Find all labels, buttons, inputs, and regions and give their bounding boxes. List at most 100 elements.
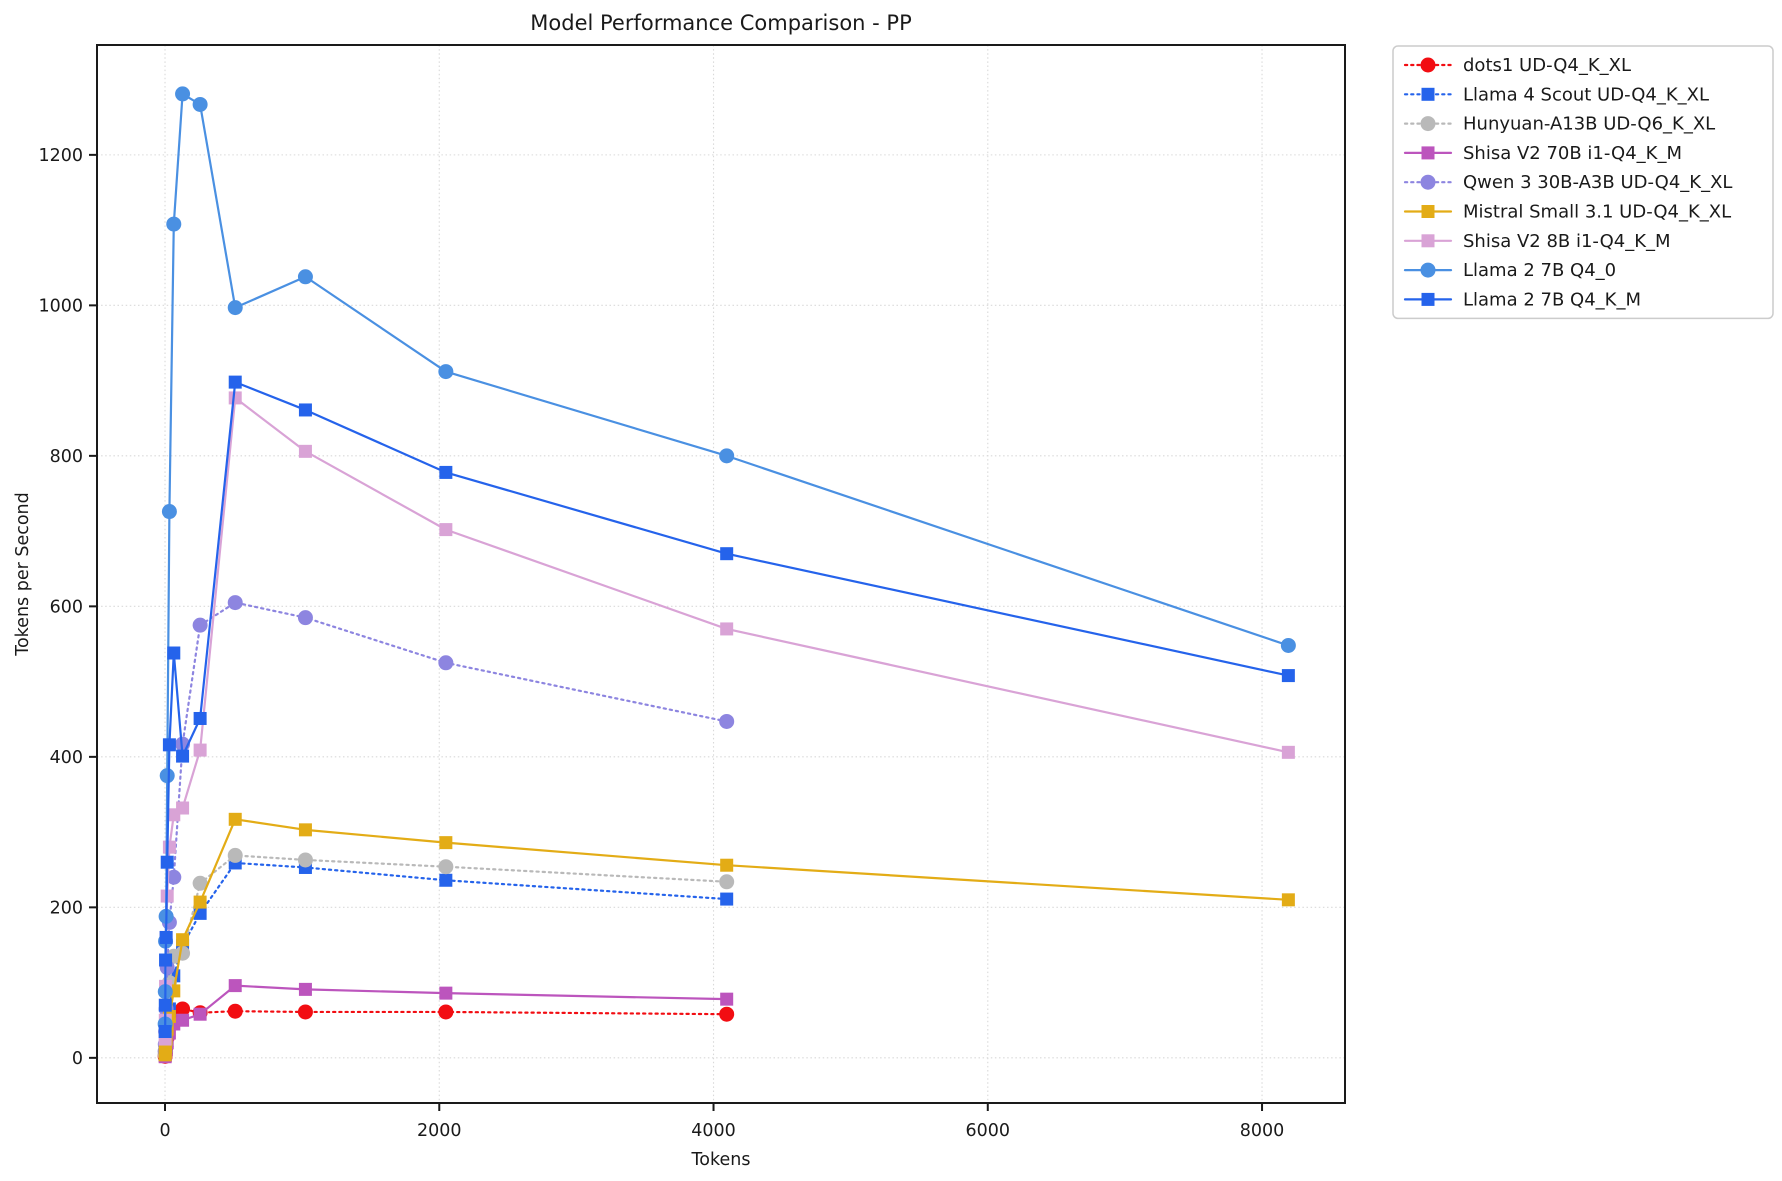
legend-item: Shisa V2 8B i1-Q4_K_M: [1403, 231, 1671, 252]
data-point: [719, 1006, 735, 1022]
data-point: [193, 895, 207, 909]
legend-item: Mistral Small 3.1 UD-Q4_K_XL: [1403, 202, 1731, 223]
data-point: [439, 873, 453, 887]
data-point: [192, 617, 208, 633]
legend-label: Qwen 3 30B-A3B UD-Q4_K_XL: [1463, 172, 1732, 193]
y-tick-label: 1000: [38, 296, 83, 316]
y-axis-label: Tokens per Second: [13, 492, 33, 657]
data-point: [175, 945, 191, 961]
legend-item: Shisa V2 70B i1-Q4_K_M: [1403, 143, 1682, 164]
data-point: [193, 743, 207, 757]
legend-item: Llama 2 7B Q4_K_M: [1403, 289, 1641, 310]
data-point: [228, 375, 242, 389]
plot-border: [96, 44, 1346, 1104]
data-point: [176, 749, 190, 763]
legend-item: Hunyuan-A13B UD-Q6_K_XL: [1403, 114, 1715, 135]
data-point: [298, 823, 312, 837]
legend-sample-marker: [1421, 234, 1435, 248]
data-point: [228, 812, 242, 826]
data-point: [298, 982, 312, 996]
legend-label: Shisa V2 8B i1-Q4_K_M: [1463, 231, 1671, 252]
y-tick-label: 600: [50, 597, 83, 617]
data-point: [160, 855, 174, 869]
data-point: [228, 979, 242, 993]
legend-sample-marker: [1421, 292, 1435, 306]
legend-item: Llama 4 Scout UD-Q4_K_XL: [1403, 84, 1709, 105]
legend-label: Llama 4 Scout UD-Q4_K_XL: [1463, 84, 1709, 105]
data-point: [176, 801, 190, 815]
data-point: [176, 933, 190, 947]
legend-sample-marker: [1420, 116, 1436, 132]
chart-title: Model Performance Comparison - PP: [530, 11, 911, 35]
legend-sample-marker: [1421, 87, 1435, 101]
data-point: [298, 403, 312, 417]
data-point: [162, 738, 176, 752]
data-point: [297, 610, 313, 626]
data-point: [439, 836, 453, 850]
series-8: [158, 375, 1295, 1039]
data-point: [192, 96, 208, 112]
data-point: [719, 713, 735, 729]
y-tick-label: 200: [50, 898, 83, 918]
data-point: [720, 547, 734, 561]
data-point: [227, 300, 243, 316]
y-tick-label: 400: [50, 748, 83, 768]
legend-label: Shisa V2 70B i1-Q4_K_M: [1463, 143, 1682, 164]
data-point: [720, 858, 734, 872]
x-axis-label: Tokens: [691, 1150, 751, 1170]
data-point: [159, 768, 175, 784]
legend-item: dots1 UD-Q4_K_XL: [1403, 55, 1631, 76]
data-point: [1281, 745, 1295, 759]
x-tick-label: 8000: [1240, 1121, 1285, 1141]
data-point: [438, 1004, 454, 1020]
x-tick-label: 0: [159, 1121, 170, 1141]
data-point: [161, 504, 177, 520]
tick-marks: [89, 153, 1264, 1111]
y-tick-label: 0: [72, 1049, 83, 1069]
data-point: [166, 869, 182, 885]
legend-sample-marker: [1420, 57, 1436, 73]
legend-label: Llama 2 7B Q4_K_M: [1463, 289, 1641, 310]
data-point: [175, 1001, 191, 1017]
data-point: [227, 595, 243, 611]
data-point: [719, 874, 735, 890]
data-point: [298, 444, 312, 458]
data-point: [227, 1003, 243, 1019]
data-point: [193, 1007, 207, 1021]
legend-sample-marker: [1421, 205, 1435, 218]
data-point: [228, 391, 242, 405]
data-point: [720, 622, 734, 636]
data-point: [438, 364, 454, 380]
data-point: [439, 986, 453, 1000]
legend-label: Mistral Small 3.1 UD-Q4_K_XL: [1463, 202, 1731, 223]
data-point: [720, 992, 734, 1006]
data-point: [176, 1013, 190, 1027]
data-point: [158, 1025, 172, 1039]
legend-box: [1392, 45, 1774, 320]
legend-item: Qwen 3 30B-A3B UD-Q4_K_XL: [1403, 172, 1732, 193]
data-point: [1280, 637, 1296, 653]
legend-label: dots1 UD-Q4_K_XL: [1463, 55, 1631, 76]
data-point: [439, 465, 453, 479]
x-tick-label: 4000: [691, 1121, 736, 1141]
data-point: [159, 953, 173, 967]
data-point: [720, 892, 734, 906]
data-point: [162, 840, 176, 854]
data-point: [166, 216, 182, 232]
legend-sample-marker: [1420, 262, 1436, 278]
data-point: [438, 655, 454, 671]
data-point: [227, 847, 243, 863]
y-tick-label: 1200: [38, 146, 83, 166]
legend-label: Llama 2 7B Q4_0: [1463, 260, 1616, 281]
legend-item: Llama 2 7B Q4_0: [1403, 260, 1616, 281]
data-point: [1281, 669, 1295, 683]
data-point: [167, 646, 181, 660]
data-point: [175, 86, 191, 102]
data-point: [159, 930, 173, 944]
data-point: [439, 523, 453, 537]
x-tick-label: 6000: [966, 1121, 1011, 1141]
y-tick-label: 800: [50, 447, 83, 467]
legend: dots1 UD-Q4_K_XL Llama 4 Scout UD-Q4_K_XL…: [1392, 45, 1774, 320]
data-point: [438, 859, 454, 875]
